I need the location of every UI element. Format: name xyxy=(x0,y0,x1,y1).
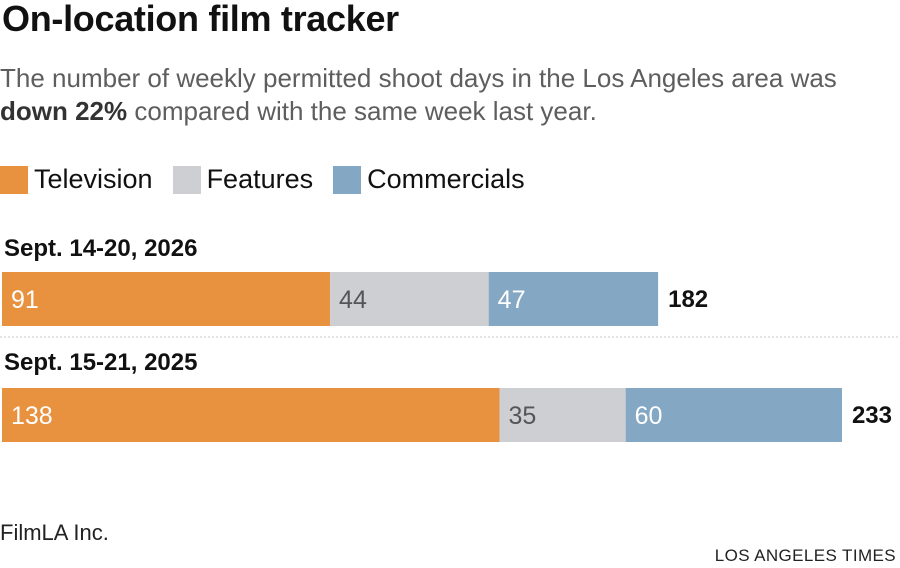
bar-total-label: 182 xyxy=(668,286,708,313)
subtitle-text-start: The number of weekly permitted shoot day… xyxy=(0,63,837,93)
bar-segment-commercials xyxy=(488,272,659,326)
bar-segment-television xyxy=(2,388,500,442)
legend-label-features: Features xyxy=(206,164,314,194)
subtitle-text-end: compared with the same week last year. xyxy=(127,96,597,126)
bar-segment-features xyxy=(499,388,626,442)
chart-legend: Television Features Commercials xyxy=(0,164,545,195)
legend-label-commercials: Commercials xyxy=(367,164,525,194)
legend-swatch-television xyxy=(0,165,28,194)
category-label: Sept. 14-20, 2026 xyxy=(4,235,197,262)
bar-segment-television xyxy=(2,272,331,326)
legend-swatch-features xyxy=(172,165,201,194)
publisher-credit: LOS ANGELES TIMES xyxy=(714,546,896,565)
bar-value-label: 60 xyxy=(635,402,663,430)
bar-total-label: 233 xyxy=(852,402,892,429)
bar-value-label: 47 xyxy=(498,286,526,314)
bar-segment-features xyxy=(330,272,489,326)
subtitle-highlight: down 22% xyxy=(0,96,128,126)
bar-value-label: 44 xyxy=(339,286,367,314)
bar-segment-commercials xyxy=(625,388,842,442)
legend-swatch-commercials xyxy=(333,165,362,194)
legend-item-commercials: Commercials xyxy=(333,164,525,195)
bar-value-label: 91 xyxy=(11,286,39,314)
category-label: Sept. 15-21, 2025 xyxy=(4,349,197,376)
source-note: FilmLA Inc. xyxy=(0,520,109,545)
bar-value-label: 138 xyxy=(11,402,53,430)
legend-label-television: Television xyxy=(34,164,153,194)
bar-value-label: 35 xyxy=(508,402,536,430)
legend-item-television: Television xyxy=(0,164,153,195)
chart-title: On-location film tracker xyxy=(2,0,399,39)
legend-item-features: Features xyxy=(172,164,314,195)
chart-subtitle: The number of weekly permitted shoot day… xyxy=(0,62,898,128)
